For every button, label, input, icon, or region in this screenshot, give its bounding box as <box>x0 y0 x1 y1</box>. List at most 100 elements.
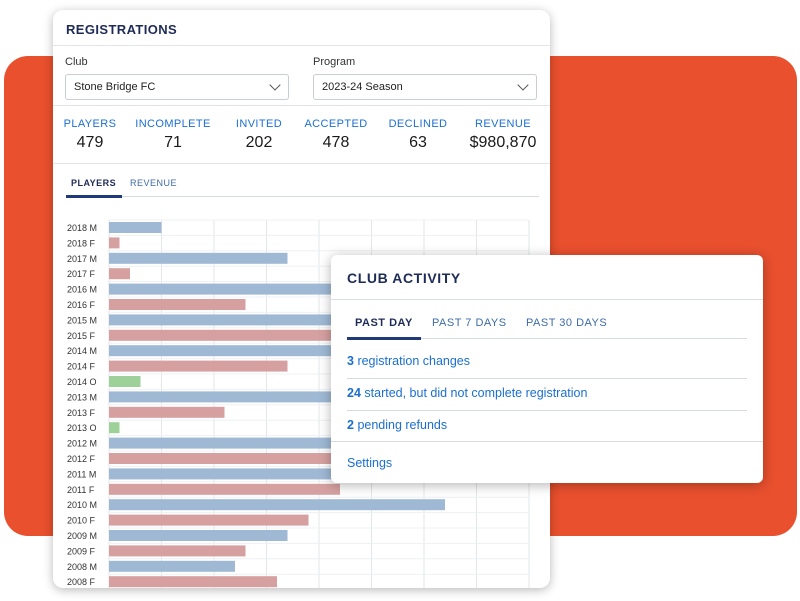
category-label: 2012 F <box>67 454 96 464</box>
settings-link[interactable]: Settings <box>347 456 393 470</box>
divider <box>331 441 763 442</box>
category-label: 2016 F <box>67 300 96 310</box>
stat-incomplete[interactable]: INCOMPLETE 71 <box>135 118 211 152</box>
stat-value: 63 <box>409 134 427 151</box>
bar[interactable] <box>109 406 225 418</box>
bar[interactable] <box>109 329 361 341</box>
category-label: 2012 M <box>67 439 97 449</box>
activity-item-incomplete[interactable]: 24 started, but did not complete registr… <box>347 379 747 411</box>
bar[interactable] <box>109 545 246 557</box>
tab-past-30-days[interactable]: PAST 30 DAYS <box>526 317 608 329</box>
active-tab-indicator <box>347 337 421 340</box>
bar[interactable] <box>109 437 361 449</box>
category-label: 2014 O <box>67 377 97 387</box>
stat-value: $980,870 <box>469 134 537 151</box>
bar[interactable] <box>109 530 288 541</box>
stat-value: 202 <box>245 134 273 151</box>
bar[interactable] <box>109 283 351 295</box>
stats-row: PLAYERS 479 INCOMPLETE 71 INVITED 202 AC… <box>53 106 550 164</box>
bar[interactable] <box>109 299 246 310</box>
stat-value: 71 <box>164 134 182 151</box>
bar[interactable] <box>109 576 277 588</box>
program-select-value: 2023-24 Season <box>322 81 403 93</box>
category-label: 2013 F <box>67 408 96 418</box>
club-filter: Club Stone Bridge FC <box>65 56 289 100</box>
chevron-down-icon <box>517 79 529 91</box>
stat-label: ACCEPTED <box>304 118 368 130</box>
bar[interactable] <box>109 453 340 464</box>
stat-invited[interactable]: INVITED 202 <box>231 118 287 152</box>
bar[interactable] <box>109 376 141 387</box>
stat-declined[interactable]: DECLINED 63 <box>386 118 450 152</box>
activity-item-pending-refunds[interactable]: 2 pending refunds <box>347 411 747 443</box>
category-label: 2010 M <box>67 500 97 510</box>
bar[interactable] <box>109 237 120 249</box>
category-label: 2015 F <box>67 331 96 341</box>
stat-label: PLAYERS <box>63 118 117 130</box>
program-select[interactable]: 2023-24 Season <box>313 74 537 100</box>
category-label: 2011 F <box>67 485 95 495</box>
stat-players[interactable]: PLAYERS 479 <box>62 118 118 152</box>
category-label: 2009 M <box>67 531 97 541</box>
bar[interactable] <box>109 345 361 357</box>
activity-tabs: PAST DAY PAST 7 DAYS PAST 30 DAYS <box>347 317 747 340</box>
category-label: 2011 M <box>67 469 96 479</box>
bar[interactable] <box>109 360 288 372</box>
club-activity-panel: CLUB ACTIVITY PAST DAY PAST 7 DAYS PAST … <box>331 255 763 483</box>
chevron-down-icon <box>269 79 281 91</box>
program-filter: Program 2023-24 Season <box>313 56 537 100</box>
category-label: 2010 F <box>67 516 96 526</box>
activity-item-registration-changes[interactable]: 3 registration changes <box>347 347 747 379</box>
bar[interactable] <box>109 268 130 280</box>
activity-text: registration changes <box>357 354 471 368</box>
category-label: 2013 M <box>67 392 97 402</box>
category-label: 2017 F <box>67 269 96 279</box>
bar[interactable] <box>109 499 445 511</box>
club-label: Club <box>65 56 88 68</box>
club-activity-title: CLUB ACTIVITY <box>347 270 461 286</box>
program-label: Program <box>313 56 356 68</box>
bar[interactable] <box>109 222 162 233</box>
activity-count: 24 <box>347 386 361 400</box>
stat-value: 478 <box>322 134 350 151</box>
stat-label: REVENUE <box>475 118 531 130</box>
category-label: 2013 O <box>67 423 97 433</box>
filters-row: Club Stone Bridge FC Program 2023-24 Sea… <box>53 46 550 106</box>
tab-past-day[interactable]: PAST DAY <box>355 317 413 329</box>
club-select[interactable]: Stone Bridge FC <box>65 74 289 100</box>
bar[interactable] <box>109 422 120 434</box>
bar[interactable] <box>109 391 361 403</box>
registrations-header: REGISTRATIONS <box>53 10 550 46</box>
stat-revenue[interactable]: REVENUE $980,870 <box>467 118 539 152</box>
category-label: 2014 M <box>67 346 97 356</box>
category-label: 2018 M <box>67 223 97 233</box>
club-select-value: Stone Bridge FC <box>74 81 156 93</box>
bar[interactable] <box>109 483 340 495</box>
activity-count: 2 <box>347 418 354 432</box>
bar[interactable] <box>109 468 361 480</box>
bar[interactable] <box>109 314 372 326</box>
tab-revenue[interactable]: REVENUE <box>130 178 178 188</box>
chart-tabs: PLAYERS REVENUE <box>66 176 539 198</box>
bar[interactable] <box>109 560 235 572</box>
category-label: 2016 M <box>67 285 97 295</box>
stat-label: INVITED <box>235 118 283 130</box>
category-label: 2014 F <box>67 362 96 372</box>
bar[interactable] <box>109 514 309 526</box>
club-activity-header: CLUB ACTIVITY <box>331 255 763 300</box>
category-label: 2018 F <box>67 238 96 248</box>
activity-text: pending refunds <box>357 418 448 432</box>
tab-players[interactable]: PLAYERS <box>71 178 117 188</box>
category-label: 2008 M <box>67 562 97 572</box>
stat-label: INCOMPLETE <box>135 118 211 130</box>
stat-accepted[interactable]: ACCEPTED 478 <box>303 118 369 152</box>
bar[interactable] <box>109 252 288 264</box>
tab-past-7-days[interactable]: PAST 7 DAYS <box>432 317 507 329</box>
registrations-title: REGISTRATIONS <box>66 22 178 37</box>
stat-label: DECLINED <box>388 118 448 130</box>
active-tab-indicator <box>66 195 122 198</box>
stat-value: 479 <box>76 134 104 151</box>
activity-count: 3 <box>347 354 354 368</box>
category-label: 2015 M <box>67 315 97 325</box>
category-label: 2017 M <box>67 254 97 264</box>
